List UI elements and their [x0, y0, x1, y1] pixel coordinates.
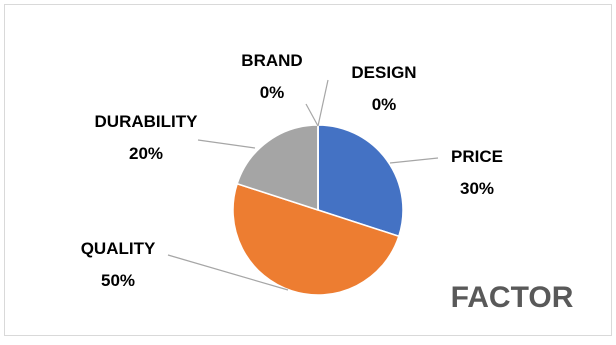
leader-line-design	[317, 79, 329, 127]
chart-title: FACTOR	[451, 281, 574, 314]
category-label-brand: BRAND	[241, 51, 302, 70]
category-label-price: PRICE	[451, 147, 503, 166]
value-label-brand: 0%	[260, 83, 285, 102]
data-labels: PRICE 30% QUALITY 50% DURABILITY 20% BRAND 0% DE…	[81, 51, 503, 290]
category-label-design: DESIGN	[351, 63, 416, 82]
pie-slice-price	[317, 124, 404, 238]
pie-slice-durability	[236, 124, 319, 212]
category-label-quality: QUALITY	[81, 239, 156, 258]
value-label-quality: 50%	[101, 271, 135, 290]
pie-slice-quality	[232, 182, 400, 296]
category-label-durability: DURABILITY	[95, 112, 199, 131]
value-label-durability: 20%	[129, 144, 163, 163]
leader-line-price	[389, 157, 439, 164]
value-label-price: 30%	[460, 179, 494, 198]
leader-line-quality	[167, 254, 289, 291]
leader-line-brand	[305, 103, 319, 127]
leader-line-durability	[197, 139, 256, 149]
leader-lines	[167, 79, 439, 291]
pie-slices	[232, 124, 404, 296]
value-label-design: 0%	[372, 95, 397, 114]
